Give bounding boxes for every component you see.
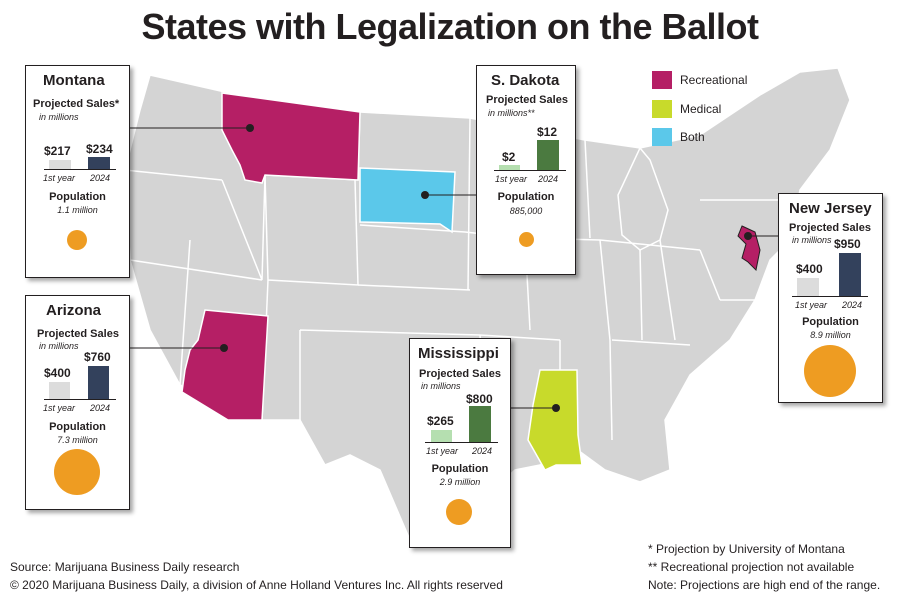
value-2024: $12 xyxy=(537,125,558,139)
units-label: in millions xyxy=(792,235,832,245)
population-dot xyxy=(54,449,100,495)
population-dot xyxy=(804,345,856,397)
chart-title: States with Legalization on the Ballot xyxy=(141,6,759,47)
label-2024: 2024 xyxy=(842,300,863,310)
mississippi-shape xyxy=(527,369,583,471)
projected-sales-label: Projected Sales xyxy=(419,368,501,380)
population-value: 1.1 million xyxy=(57,205,98,215)
legend-swatch-medical xyxy=(652,100,672,118)
projected-sales-label: Projected Sales xyxy=(37,328,119,340)
population-value: 2.9 million xyxy=(439,477,481,487)
legend-swatch-both xyxy=(652,128,672,146)
first-year-label: 1st year xyxy=(43,173,76,183)
bar-2024 xyxy=(469,406,491,442)
label-2024: 2024 xyxy=(538,174,559,184)
legend-label-both: Both xyxy=(680,130,705,144)
units-label: in millions xyxy=(39,112,79,122)
label-2024: 2024 xyxy=(90,403,111,413)
card-montana: Montana Projected Sales* in millions $21… xyxy=(25,65,130,278)
population-value: 885,000 xyxy=(509,206,543,216)
population-label: Population xyxy=(497,191,555,203)
source-note: Source: Marijuana Business Daily researc… xyxy=(10,560,240,574)
footnote-montana: * Projection by University of Montana xyxy=(648,542,845,556)
bar-2024 xyxy=(88,157,110,169)
footnote-south-dakota: ** Recreational projection not available xyxy=(648,560,855,574)
bar-2024 xyxy=(537,140,559,170)
value-2024: $800 xyxy=(466,392,493,406)
units-label: in millions xyxy=(39,341,79,351)
us-landmass xyxy=(124,67,851,549)
bar-2024 xyxy=(88,366,109,399)
state-markers xyxy=(220,124,752,412)
units-label: in millions xyxy=(421,381,461,391)
bar-first-year xyxy=(49,382,70,399)
projected-sales-label: Projected Sales xyxy=(486,94,568,106)
card-new-jersey: New Jersey Projected Sales in millions $… xyxy=(778,193,883,403)
legend-item-both: Both xyxy=(652,128,705,146)
bar-first-year xyxy=(499,165,520,170)
bar-baseline xyxy=(792,296,868,297)
bar-baseline xyxy=(44,169,116,170)
first-year-label: 1st year xyxy=(43,403,76,413)
units-label: in millions** xyxy=(488,108,535,118)
legend-label-recreational: Recreational xyxy=(680,73,748,87)
population-label: Population xyxy=(802,316,859,328)
bar-first-year xyxy=(797,278,819,296)
south-dakota-shape xyxy=(359,167,456,234)
bar-first-year xyxy=(49,160,71,169)
state-name: Mississippi xyxy=(418,345,499,362)
bar-baseline xyxy=(425,442,498,443)
leader-lines xyxy=(130,127,780,409)
population-dot xyxy=(519,232,534,247)
label-2024: 2024 xyxy=(90,173,111,183)
card-mississippi: Mississippi Projected Sales in millions … xyxy=(409,338,511,548)
population-dot xyxy=(446,499,472,525)
arizona-shape xyxy=(181,309,269,421)
bar-2024 xyxy=(839,253,861,296)
bar-baseline xyxy=(44,399,116,400)
card-arizona: Arizona Projected Sales in millions $400… xyxy=(25,295,130,510)
state-name: Montana xyxy=(43,72,105,89)
value-2024: $950 xyxy=(834,237,861,251)
value-2024: $234 xyxy=(86,142,113,156)
first-year-value: $400 xyxy=(796,262,823,276)
bar-first-year xyxy=(431,430,452,442)
montana-shape xyxy=(221,92,361,184)
state-name: Arizona xyxy=(46,302,102,319)
bar-baseline xyxy=(494,170,566,171)
legend-item-medical: Medical xyxy=(652,100,721,118)
population-dot xyxy=(67,230,87,250)
population-label: Population xyxy=(431,463,489,475)
projected-sales-label: Projected Sales* xyxy=(33,98,120,110)
first-year-value: $217 xyxy=(44,144,71,158)
card-south-dakota: S. Dakota Projected Sales in millions** … xyxy=(476,65,576,275)
first-year-label: 1st year xyxy=(426,446,459,456)
first-year-label: 1st year xyxy=(795,300,828,310)
copyright-note: © 2020 Marijuana Business Daily, a divis… xyxy=(10,578,503,592)
first-year-label: 1st year xyxy=(495,174,528,184)
state-name: New Jersey xyxy=(789,200,872,217)
new-jersey-shape xyxy=(737,225,761,272)
legend-item-recreational: Recreational xyxy=(652,71,747,89)
value-2024: $760 xyxy=(84,350,111,364)
legend-label-medical: Medical xyxy=(680,102,722,116)
legend-swatch-recreational xyxy=(652,71,672,89)
population-value: 8.9 million xyxy=(810,330,851,340)
projected-sales-label: Projected Sales xyxy=(789,222,871,234)
population-label: Population xyxy=(49,421,106,433)
first-year-value: $265 xyxy=(427,414,454,428)
label-2024: 2024 xyxy=(472,446,493,456)
first-year-value: $2 xyxy=(502,150,516,164)
population-value: 7.3 million xyxy=(57,435,98,445)
footnote-projections: Note: Projections are high end of the ra… xyxy=(648,578,881,592)
state-name: S. Dakota xyxy=(491,72,560,89)
population-label: Population xyxy=(49,191,106,203)
first-year-value: $400 xyxy=(44,366,71,380)
